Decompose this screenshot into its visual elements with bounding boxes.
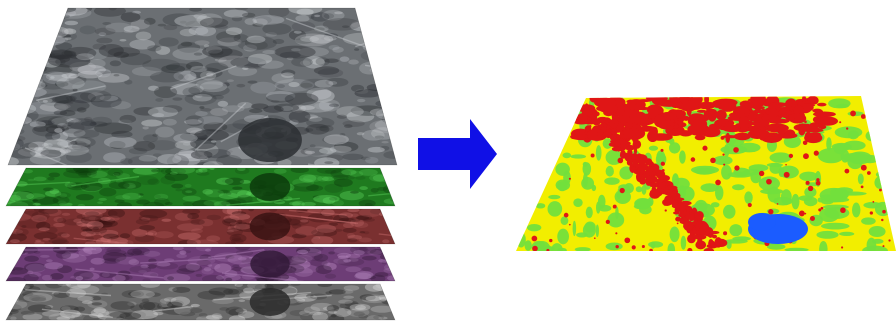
green-band-layer [5, 167, 396, 207]
red-band-layer [5, 208, 396, 245]
grayscale-top-layer [7, 7, 398, 166]
input-band-stack [5, 7, 398, 321]
red-class-patches [525, 96, 891, 251]
classified-map [516, 96, 896, 251]
right-arrow-icon [418, 119, 497, 189]
purple-band-layer [5, 246, 396, 282]
grayscale-bottom-layer [5, 283, 396, 321]
